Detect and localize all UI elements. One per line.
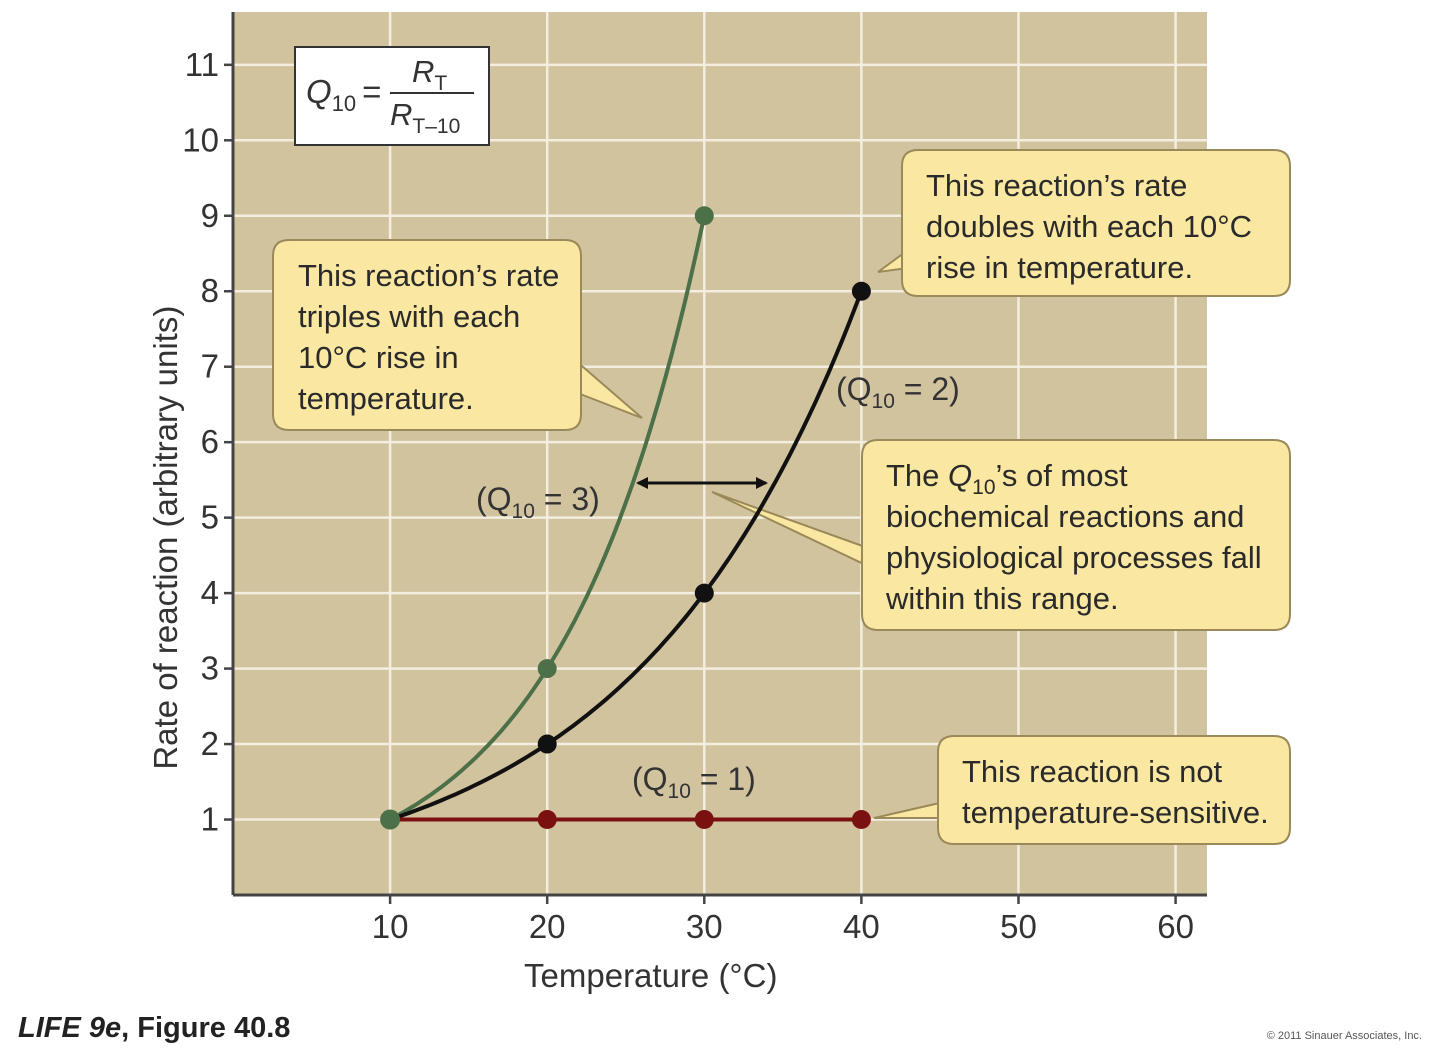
callout-range-sub: 10 (972, 476, 995, 499)
callout-range-suffix: ’s of most (996, 458, 1128, 493)
label-sub: 10 (872, 390, 895, 413)
label-prefix: (Q (836, 371, 872, 407)
callout-line: triples with each (298, 299, 520, 334)
y-tick-label: 8 (201, 272, 219, 309)
caption-book: LIFE 9e (18, 1012, 122, 1044)
x-tick-label: 10 (372, 908, 409, 945)
x-tick-label: 60 (1157, 908, 1194, 945)
series-group (380, 206, 871, 830)
callout-line: rise in temperature. (926, 250, 1193, 285)
callout-triples-box (272, 239, 582, 431)
callout-doubles-box (901, 149, 1291, 297)
callout-line: physiological processes fall (886, 540, 1262, 575)
y-tick-label: 1 (201, 801, 219, 838)
series-point-2 (694, 810, 714, 830)
label-prefix: (Q (632, 761, 668, 797)
x-tick-label: 40 (843, 908, 880, 945)
label-suffix: = 1) (691, 761, 756, 797)
series-label-q2: (Q10 = 2) (836, 371, 960, 413)
callout-line: This reaction’s rate (298, 258, 559, 293)
y-axis-title: Rate of reaction (arbitrary units) (147, 306, 184, 770)
series-point-2 (537, 810, 557, 830)
formula-numerator: RT (412, 54, 447, 95)
label-prefix: (Q (476, 481, 512, 517)
formula-equals: = (362, 73, 381, 110)
x-tick-label: 30 (686, 908, 723, 945)
series-point-0 (537, 659, 557, 679)
callout-range-prefix: The (886, 458, 948, 493)
formula-box (294, 46, 490, 146)
formula-den-sub: T–10 (412, 115, 460, 138)
series-label-q3: (Q10 = 3) (476, 481, 600, 523)
series-point-0 (694, 206, 714, 226)
axes (231, 12, 1207, 897)
series-label-q1: (Q10 = 1) (632, 761, 756, 803)
label-sub: 10 (668, 780, 691, 803)
axis-ticks: 10 20 30 40 50 60 1 2 3 4 5 6 7 8 9 10 11 (182, 46, 1194, 945)
y-tick-label: 10 (182, 121, 219, 158)
formula-denominator: RT–10 (390, 97, 460, 138)
callout-line: This reaction is not (962, 754, 1223, 789)
callout-line: 10°C rise in (298, 340, 459, 375)
label-suffix: = 2) (895, 371, 960, 407)
x-tick-label: 20 (529, 908, 566, 945)
caption-figure: , Figure 40.8 (121, 1012, 291, 1044)
figure-caption: LIFE 9e, Figure 40.8 (18, 1012, 290, 1045)
callout-triples-text: This reaction’s rate triples with each 1… (298, 258, 568, 416)
y-tick-label: 9 (201, 197, 219, 234)
copyright-credit: © 2011 Sinauer Associates, Inc. (1266, 1030, 1422, 1042)
x-tick-label: 50 (1000, 908, 1037, 945)
q10-formula: Q10 = RT RT–10 (294, 46, 490, 146)
formula-num-sub: T (434, 72, 447, 95)
series-point-2 (851, 810, 871, 830)
series-point-1 (851, 281, 871, 301)
callout-line: doubles with each 10°C (926, 209, 1252, 244)
y-tick-label: 7 (201, 348, 219, 385)
formula-lhs: Q10 = (306, 73, 381, 116)
callout-line: temperature. (298, 381, 474, 416)
y-tick-label: 4 (201, 574, 219, 611)
callout-range-text: The Q10’s of most biochemical reactions … (885, 458, 1270, 616)
y-tick-label: 5 (201, 499, 219, 536)
series-point-1 (537, 734, 557, 754)
callout-line: within this range. (885, 581, 1119, 616)
callout-line: This reaction’s rate (926, 168, 1187, 203)
callouts: This reaction’s rate triples with each 1… (272, 149, 1291, 845)
x-axis-title: Temperature (°C) (524, 957, 777, 994)
callout-range-q: Q (948, 458, 972, 493)
label-suffix: = 3) (535, 481, 600, 517)
y-tick-label: 3 (201, 650, 219, 687)
label-sub: 10 (512, 500, 535, 523)
series-origin-point (380, 809, 401, 830)
formula-q: Q (306, 73, 332, 110)
y-tick-label: 11 (185, 46, 219, 83)
formula-num-r: R (412, 54, 434, 89)
callout-line: temperature-sensitive. (962, 795, 1269, 830)
callout-insensitive-box (937, 735, 1291, 845)
callout-line: biochemical reactions and (886, 499, 1244, 534)
series-point-1 (694, 583, 714, 603)
callout-insensitive-text: This reaction is not temperature-sensiti… (962, 754, 1269, 830)
callout-doubles-text: This reaction’s rate doubles with each 1… (926, 168, 1261, 285)
y-tick-label: 6 (201, 423, 219, 460)
formula-den-r: R (390, 97, 412, 132)
callout-range-box (861, 439, 1291, 631)
series-line-1 (389, 290, 864, 822)
formula-q-sub: 10 (332, 91, 356, 116)
y-tick-label: 2 (201, 725, 219, 762)
